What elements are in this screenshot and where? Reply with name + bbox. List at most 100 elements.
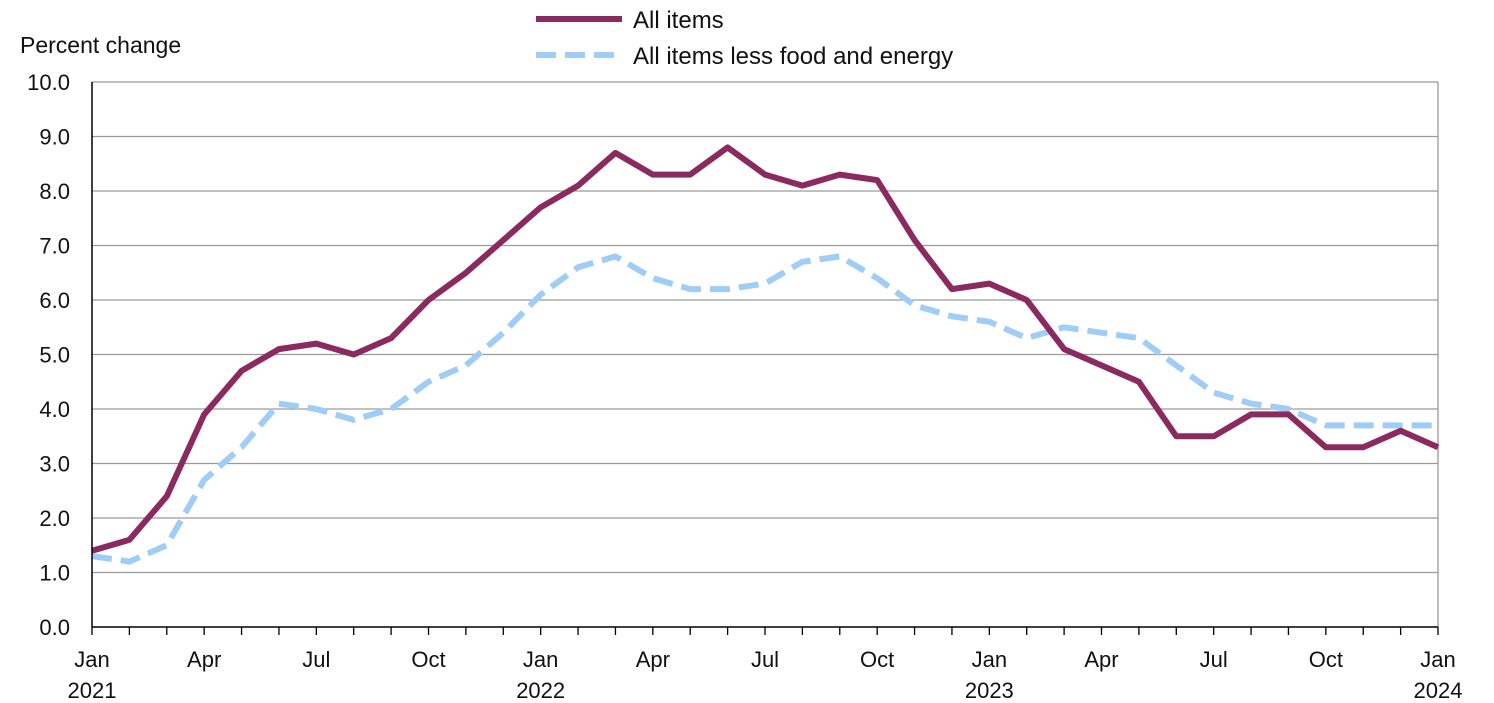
legend-label-all-items: All items bbox=[633, 7, 724, 34]
y-tick-label-0: 0.0 bbox=[39, 615, 70, 640]
data-point-all-items-11 bbox=[503, 240, 504, 241]
data-point-core-18 bbox=[765, 283, 766, 284]
data-point-core-23 bbox=[951, 316, 952, 317]
data-point-core-11 bbox=[503, 332, 504, 333]
x-tick-label-month-8: Jan bbox=[972, 647, 1007, 672]
data-point-core-22 bbox=[914, 305, 915, 306]
data-point-core-5 bbox=[278, 403, 279, 404]
legend: All items All items less food and energy bbox=[536, 7, 953, 70]
x-tick-label-year-4: 2022 bbox=[516, 678, 565, 703]
data-point-all-items-5 bbox=[278, 349, 279, 350]
data-point-all-items-6 bbox=[316, 343, 317, 344]
data-point-all-items-12 bbox=[540, 207, 541, 208]
data-point-all-items-16 bbox=[690, 174, 691, 175]
y-tick-label-5: 5.0 bbox=[39, 343, 70, 368]
x-tick-label-month-9: Apr bbox=[1084, 647, 1118, 672]
data-point-core-8 bbox=[391, 409, 392, 410]
data-point-core-16 bbox=[690, 289, 691, 290]
x-tick-label-month-2: Jul bbox=[302, 647, 330, 672]
data-point-all-items-7 bbox=[353, 354, 354, 355]
data-point-all-items-29 bbox=[1176, 436, 1177, 437]
data-point-all-items-33 bbox=[1325, 447, 1326, 448]
data-point-all-items-20 bbox=[839, 174, 840, 175]
data-point-core-30 bbox=[1213, 392, 1214, 393]
data-point-core-25 bbox=[1026, 338, 1027, 339]
y-tick-label-2: 2.0 bbox=[39, 506, 70, 531]
data-point-all-items-31 bbox=[1251, 414, 1252, 415]
data-point-all-items-10 bbox=[465, 272, 466, 273]
data-point-all-items-23 bbox=[951, 289, 952, 290]
y-tick-label-3: 3.0 bbox=[39, 452, 70, 477]
y-axis-ticks: 0.0 1.0 2.0 3.0 4.0 5.0 6.0 7.0 8.0 9.0 10.0 bbox=[27, 70, 70, 640]
y-axis-label: Percent change bbox=[20, 32, 181, 58]
y-tick-label-8: 8.0 bbox=[39, 179, 70, 204]
data-point-all-items-34 bbox=[1363, 447, 1364, 448]
data-point-all-items-28 bbox=[1138, 381, 1139, 382]
data-point-all-items-35 bbox=[1400, 430, 1401, 431]
series-line-core bbox=[91, 253, 1438, 565]
data-point-core-32 bbox=[1288, 409, 1289, 410]
data-point-all-items-15 bbox=[652, 174, 653, 175]
x-tick-label-month-3: Oct bbox=[411, 647, 445, 672]
data-point-all-items-8 bbox=[391, 338, 392, 339]
x-tick-label-month-4: Jan bbox=[523, 647, 558, 672]
data-point-core-14 bbox=[615, 256, 616, 257]
data-point-core-4 bbox=[241, 447, 242, 448]
data-point-core-15 bbox=[652, 278, 653, 279]
data-point-all-items-22 bbox=[914, 240, 915, 241]
y-tick-label-1: 1.0 bbox=[39, 561, 70, 586]
data-point-all-items-27 bbox=[1101, 365, 1102, 366]
data-point-core-31 bbox=[1251, 403, 1252, 404]
x-tick-label-month-7: Oct bbox=[860, 647, 894, 672]
data-point-core-13 bbox=[578, 267, 579, 268]
data-point-core-26 bbox=[1064, 327, 1065, 328]
data-point-core-27 bbox=[1101, 332, 1102, 333]
series-layer bbox=[91, 144, 1440, 565]
data-point-core-12 bbox=[540, 294, 541, 295]
y-tick-label-7: 7.0 bbox=[39, 234, 70, 259]
data-point-core-1 bbox=[129, 561, 130, 562]
data-point-all-items-1 bbox=[129, 539, 130, 540]
data-point-core-19 bbox=[802, 261, 803, 262]
gridlines bbox=[92, 81, 1439, 627]
data-point-all-items-21 bbox=[877, 180, 878, 181]
data-point-core-29 bbox=[1176, 365, 1177, 366]
x-tick-label-month-6: Jul bbox=[751, 647, 779, 672]
data-point-core-21 bbox=[877, 278, 878, 279]
data-point-core-9 bbox=[428, 381, 429, 382]
data-point-core-24 bbox=[989, 321, 990, 322]
data-point-all-items-19 bbox=[802, 185, 803, 186]
x-tick-label-month-0: Jan bbox=[74, 647, 109, 672]
data-point-all-items-9 bbox=[428, 300, 429, 301]
axes bbox=[91, 82, 1438, 628]
data-point-core-34 bbox=[1363, 425, 1364, 426]
data-point-core-17 bbox=[727, 289, 728, 290]
series-line-all-items bbox=[91, 144, 1440, 554]
data-point-core-3 bbox=[204, 479, 205, 480]
legend-label-core: All items less food and energy bbox=[633, 43, 953, 70]
x-tick-label-month-10: Jul bbox=[1200, 647, 1228, 672]
x-tick-label-year-0: 2021 bbox=[68, 678, 117, 703]
x-axis-ticks: Jan 2021 Apr Jul Oct Jan 2022 Apr Jul Oct Jan 2023 A… bbox=[68, 627, 1463, 703]
data-point-core-6 bbox=[316, 409, 317, 410]
data-point-all-items-4 bbox=[241, 370, 242, 371]
data-point-core-36 bbox=[1438, 425, 1439, 426]
y-tick-label-9: 9.0 bbox=[39, 125, 70, 150]
data-point-all-items-25 bbox=[1026, 300, 1027, 301]
data-point-core-20 bbox=[839, 256, 840, 257]
data-point-all-items-36 bbox=[1438, 447, 1439, 448]
data-point-all-items-26 bbox=[1064, 349, 1065, 350]
data-point-core-28 bbox=[1138, 338, 1139, 339]
data-point-all-items-13 bbox=[578, 185, 579, 186]
y-tick-label-10: 10.0 bbox=[27, 70, 70, 95]
data-point-core-2 bbox=[166, 545, 167, 546]
data-point-all-items-3 bbox=[204, 414, 205, 415]
x-tick-label-year-8: 2023 bbox=[965, 678, 1014, 703]
x-tick-label-month-1: Apr bbox=[187, 647, 221, 672]
y-tick-label-6: 6.0 bbox=[39, 288, 70, 313]
x-tick-label-year-12: 2024 bbox=[1414, 678, 1463, 703]
data-point-all-items-32 bbox=[1288, 414, 1289, 415]
x-tick-label-month-11: Oct bbox=[1309, 647, 1343, 672]
y-tick-label-4: 4.0 bbox=[39, 397, 70, 422]
